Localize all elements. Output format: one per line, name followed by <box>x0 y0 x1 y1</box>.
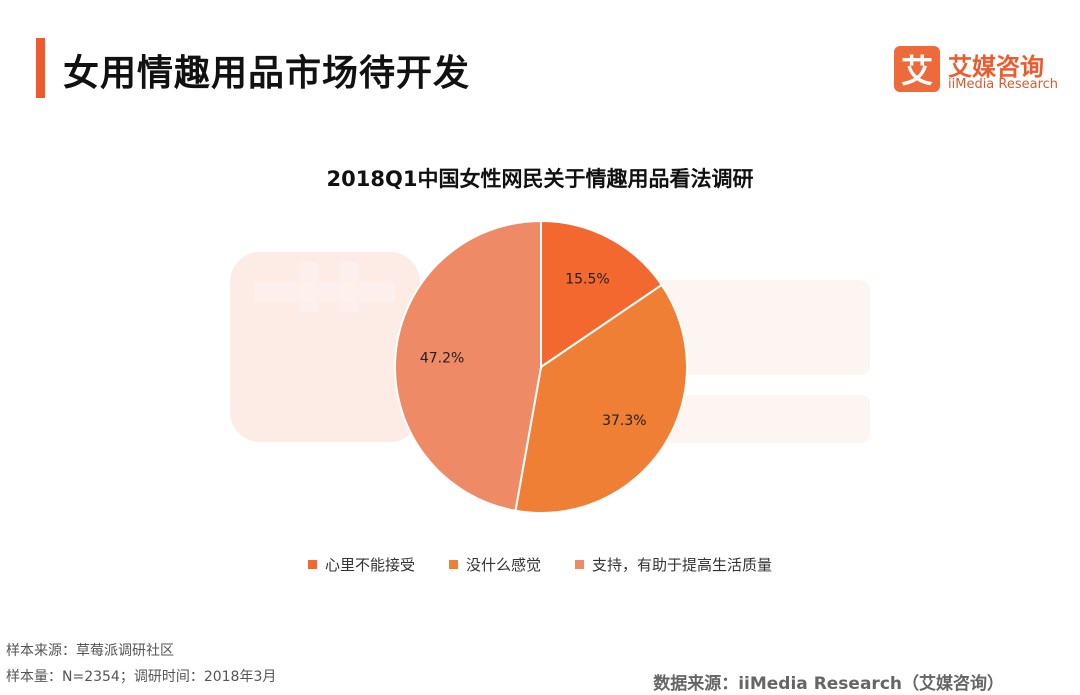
pie-slice-1 <box>514 283 688 514</box>
pie-label-1: 37.3% <box>602 413 646 429</box>
legend-label-2: 支持，有助于提高生活质量 <box>592 556 773 574</box>
footer-notes: 样本来源：草莓派调研社区 样本量：N=2354；调研时间：2018年3月 <box>6 638 276 690</box>
logo-icon: 艾 <box>894 46 940 92</box>
chart-title: 2018Q1中国女性网民关于情趣用品看法调研 <box>326 167 754 191</box>
logo-text-en: iiMedia Research <box>948 77 1059 92</box>
sample-source: 样本来源：草莓派调研社区 <box>6 643 174 659</box>
logo-text-cn: 艾媒咨询 <box>948 53 1044 81</box>
legend-swatch-1 <box>448 560 458 569</box>
legend-item-0: 心里不能接受 <box>307 554 415 575</box>
pie-slice-2 <box>394 219 542 512</box>
legend-label-0: 心里不能接受 <box>324 556 415 574</box>
page-title: 女用情趣用品市场待开发 <box>63 53 471 94</box>
data-source: 数据来源：iiMedia Research（艾媒咨询） <box>653 674 1004 694</box>
pie-label-2: 47.2% <box>420 350 464 366</box>
legend-swatch-0 <box>307 560 317 569</box>
title-accent-bar <box>36 38 45 98</box>
legend-swatch-2 <box>575 560 584 569</box>
legend-item-2: 支持，有助于提高生活质量 <box>575 554 772 575</box>
brand-logo: 艾 艾媒咨询 iiMedia Research <box>894 46 1064 96</box>
legend-item-1: 没什么感觉 <box>448 554 541 575</box>
sample-size: 样本量：N=2354；调研时间：2018年3月 <box>6 669 277 685</box>
pie-label-0: 15.5% <box>565 271 609 287</box>
chart-legend: 心里不能接受 没什么感觉 支持，有助于提高生活质量 <box>0 554 1080 575</box>
legend-label-1: 没什么感觉 <box>465 556 541 574</box>
pie-slice-0 <box>540 219 664 369</box>
